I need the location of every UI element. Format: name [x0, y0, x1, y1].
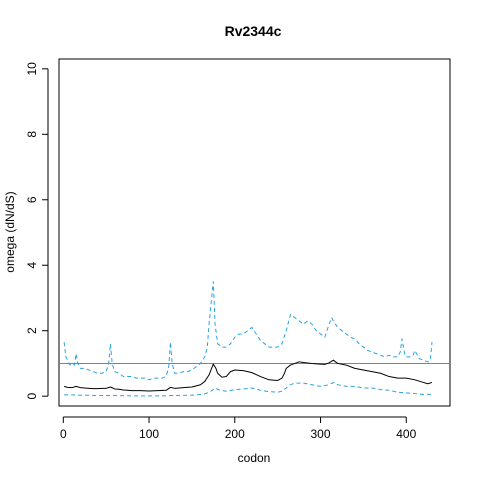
chart-title: Rv2344c: [225, 23, 282, 39]
y-tick-label: 0: [25, 393, 39, 400]
x-tick-label: 300: [311, 427, 331, 441]
plot-area: [59, 281, 450, 397]
y-axis-label: omega (dN/dS): [3, 191, 17, 272]
series-lower-line: [64, 381, 433, 397]
series-upper-line: [63, 281, 433, 381]
x-axis: 0 100 200 300 400: [60, 416, 417, 441]
y-tick-label: 6: [25, 196, 39, 203]
y-tick-label: 4: [25, 262, 39, 269]
series-estimate-line: [64, 359, 433, 392]
x-tick-label: 200: [225, 427, 245, 441]
x-axis-label: codon: [238, 451, 271, 465]
y-tick-label: 8: [25, 131, 39, 138]
y-tick-label: 2: [25, 327, 39, 334]
x-tick-label: 400: [396, 427, 416, 441]
x-tick-label: 100: [139, 427, 159, 441]
y-axis: 0 2 4 6 8 10: [25, 62, 49, 400]
plot-frame: [58, 58, 451, 407]
x-tick-label: 0: [60, 427, 67, 441]
y-tick-label: 10: [25, 62, 39, 76]
